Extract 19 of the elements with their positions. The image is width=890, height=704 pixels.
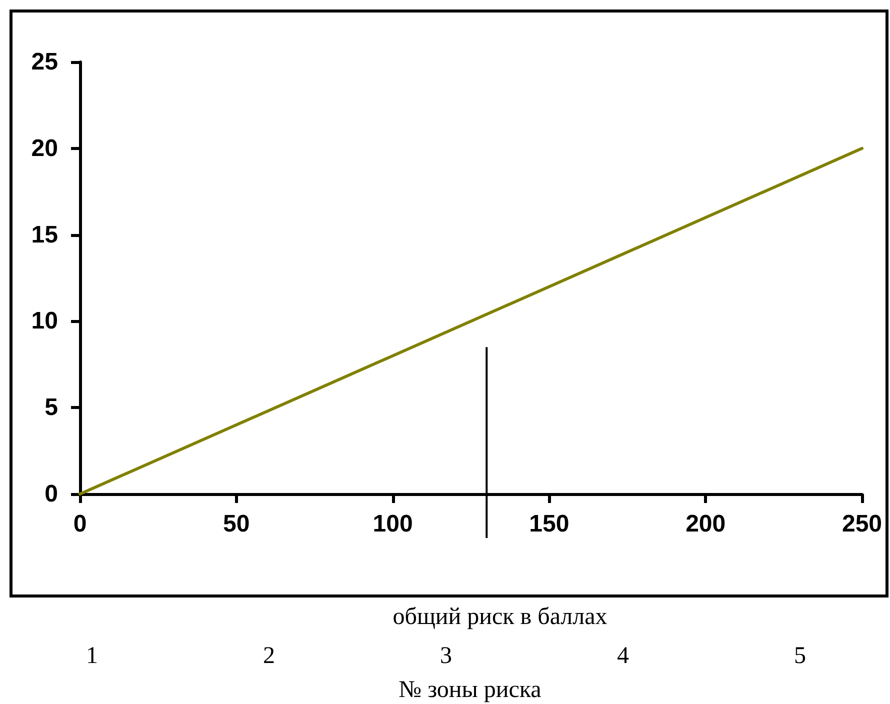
- x-tick-label: 0: [73, 510, 87, 538]
- y-tick-label: 15: [31, 221, 58, 248]
- x-axis-title: общий риск в баллах: [392, 604, 608, 630]
- x-tick-label: 50: [223, 510, 250, 538]
- x-tick-label: 200: [686, 510, 726, 538]
- x-tick-label: 150: [529, 510, 570, 538]
- y-tick-label: 10: [31, 308, 58, 335]
- text: 5: [794, 643, 806, 669]
- y-tick-label: 5: [44, 394, 58, 422]
- text: 4: [617, 643, 629, 669]
- y-tick-label: 20: [31, 134, 58, 162]
- text: 1: [86, 643, 98, 669]
- text: 3: [440, 643, 452, 669]
- text: 2: [263, 643, 275, 669]
- x-tick-label: 250: [842, 510, 882, 538]
- y-tick-label: 0: [44, 480, 58, 508]
- y-tick-label: 25: [31, 48, 58, 76]
- x-tick-label: 100: [372, 510, 413, 538]
- text: № зоны риска: [398, 677, 542, 703]
